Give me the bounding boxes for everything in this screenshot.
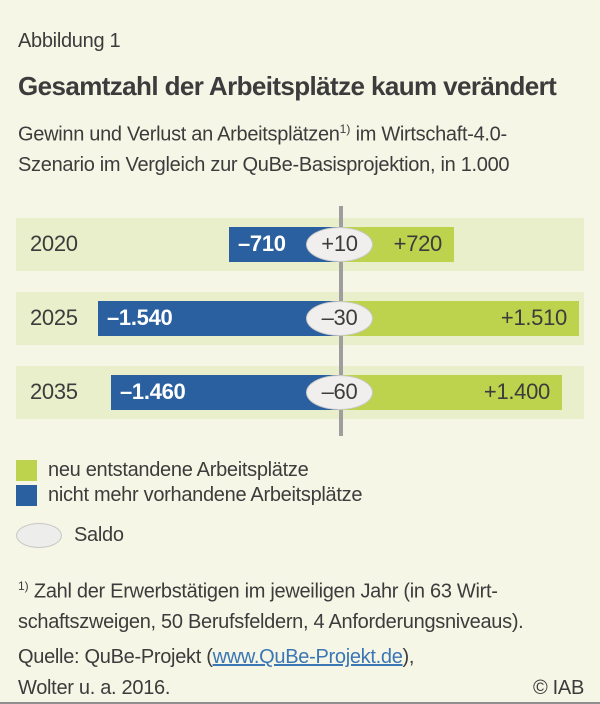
gain-bar-2035: +1.400 (341, 374, 562, 410)
figure-number: Abbildung 1 (18, 30, 121, 52)
legend-item-saldo: Saldo (16, 522, 584, 549)
copyright-iab: © IAB (532, 677, 584, 700)
gain-value-label: +720 (393, 231, 443, 257)
legend-label: neu entstandene Arbeitsplätze (48, 458, 309, 481)
gain-value-label: +1.510 (500, 305, 567, 331)
chart-row-2020: 2020 –710 +720 +10 (16, 217, 584, 271)
page-title: Gesamtzahl der Arbeitsplätze kaum veränd… (18, 71, 557, 101)
loss-value-label: –710 (238, 231, 286, 257)
legend: neu entstandene Arbeitsplätze nicht mehr… (16, 458, 584, 549)
legend-label: Saldo (74, 523, 124, 546)
saldo-ellipse-2020: +10 (306, 226, 373, 262)
source-prefix: Quelle: QuBe-Projekt ( (18, 646, 213, 669)
source-line: Quelle: QuBe-Projekt (www.QuBe-Projekt.d… (18, 642, 582, 673)
saldo-swatch (16, 522, 62, 548)
legend-item-gain: neu entstandene Arbeitsplätze (16, 458, 584, 483)
footnote-marker-ref: 1) (339, 122, 351, 136)
year-label: 2020 (30, 231, 78, 257)
source-suffix: ), (402, 646, 415, 669)
subtitle-text-line2: Szenario im Vergleich zur QuBe-Basisproj… (18, 153, 510, 176)
gain-bar-2025: +1.510 (341, 300, 579, 336)
source-authors: Wolter u. a. 2016. (18, 677, 171, 700)
loss-value-label: –1.540 (107, 305, 173, 331)
footnote-marker: 1) (18, 578, 29, 593)
legend-item-loss: nicht mehr vorhandene Arbeitsplätze (16, 483, 584, 508)
chart-subtitle: Gewinn und Verlust an Arbeitsplätzen1) i… (18, 114, 582, 180)
qube-projekt-link[interactable]: www.QuBe-Projekt.de (212, 646, 403, 669)
chart-row-2035: 2035 –1.460 +1.400 –60 (16, 365, 584, 419)
loss-bar-2025: –1.540 (98, 300, 341, 336)
loss-value-label: –1.460 (120, 379, 186, 405)
subtitle-text-1: Gewinn und Verlust an Arbeitsplätzen (18, 123, 340, 146)
diverging-bar-chart: 2020 –710 +720 +10 2025 –1.540 +1.510 –3… (16, 205, 584, 436)
legend-label: nicht mehr vorhandene Arbeitsplätze (48, 483, 363, 506)
gain-swatch (16, 459, 37, 481)
year-label: 2025 (30, 305, 78, 331)
loss-swatch (16, 484, 37, 506)
footnote-line1: Zahl der Erwerbstätigen im jeweiligen Ja… (28, 580, 498, 603)
footnote: 1) Zahl der Erwerbstätigen im jeweiligen… (18, 571, 582, 639)
chart-row-2025: 2025 –1.540 +1.510 –30 (16, 291, 584, 345)
source-bottom-row: Wolter u. a. 2016. © IAB (18, 673, 584, 702)
saldo-ellipse-2035: –60 (306, 374, 373, 410)
subtitle-text-2: im Wirtschaft-4.0- (350, 123, 508, 146)
footnote-line2: schaftszweigen, 50 Berufsfeldern, 4 Anfo… (18, 611, 524, 634)
gain-value-label: +1.400 (483, 379, 550, 405)
loss-bar-2035: –1.460 (111, 374, 341, 410)
year-label: 2035 (30, 379, 78, 405)
saldo-ellipse-2025: –30 (306, 300, 373, 336)
